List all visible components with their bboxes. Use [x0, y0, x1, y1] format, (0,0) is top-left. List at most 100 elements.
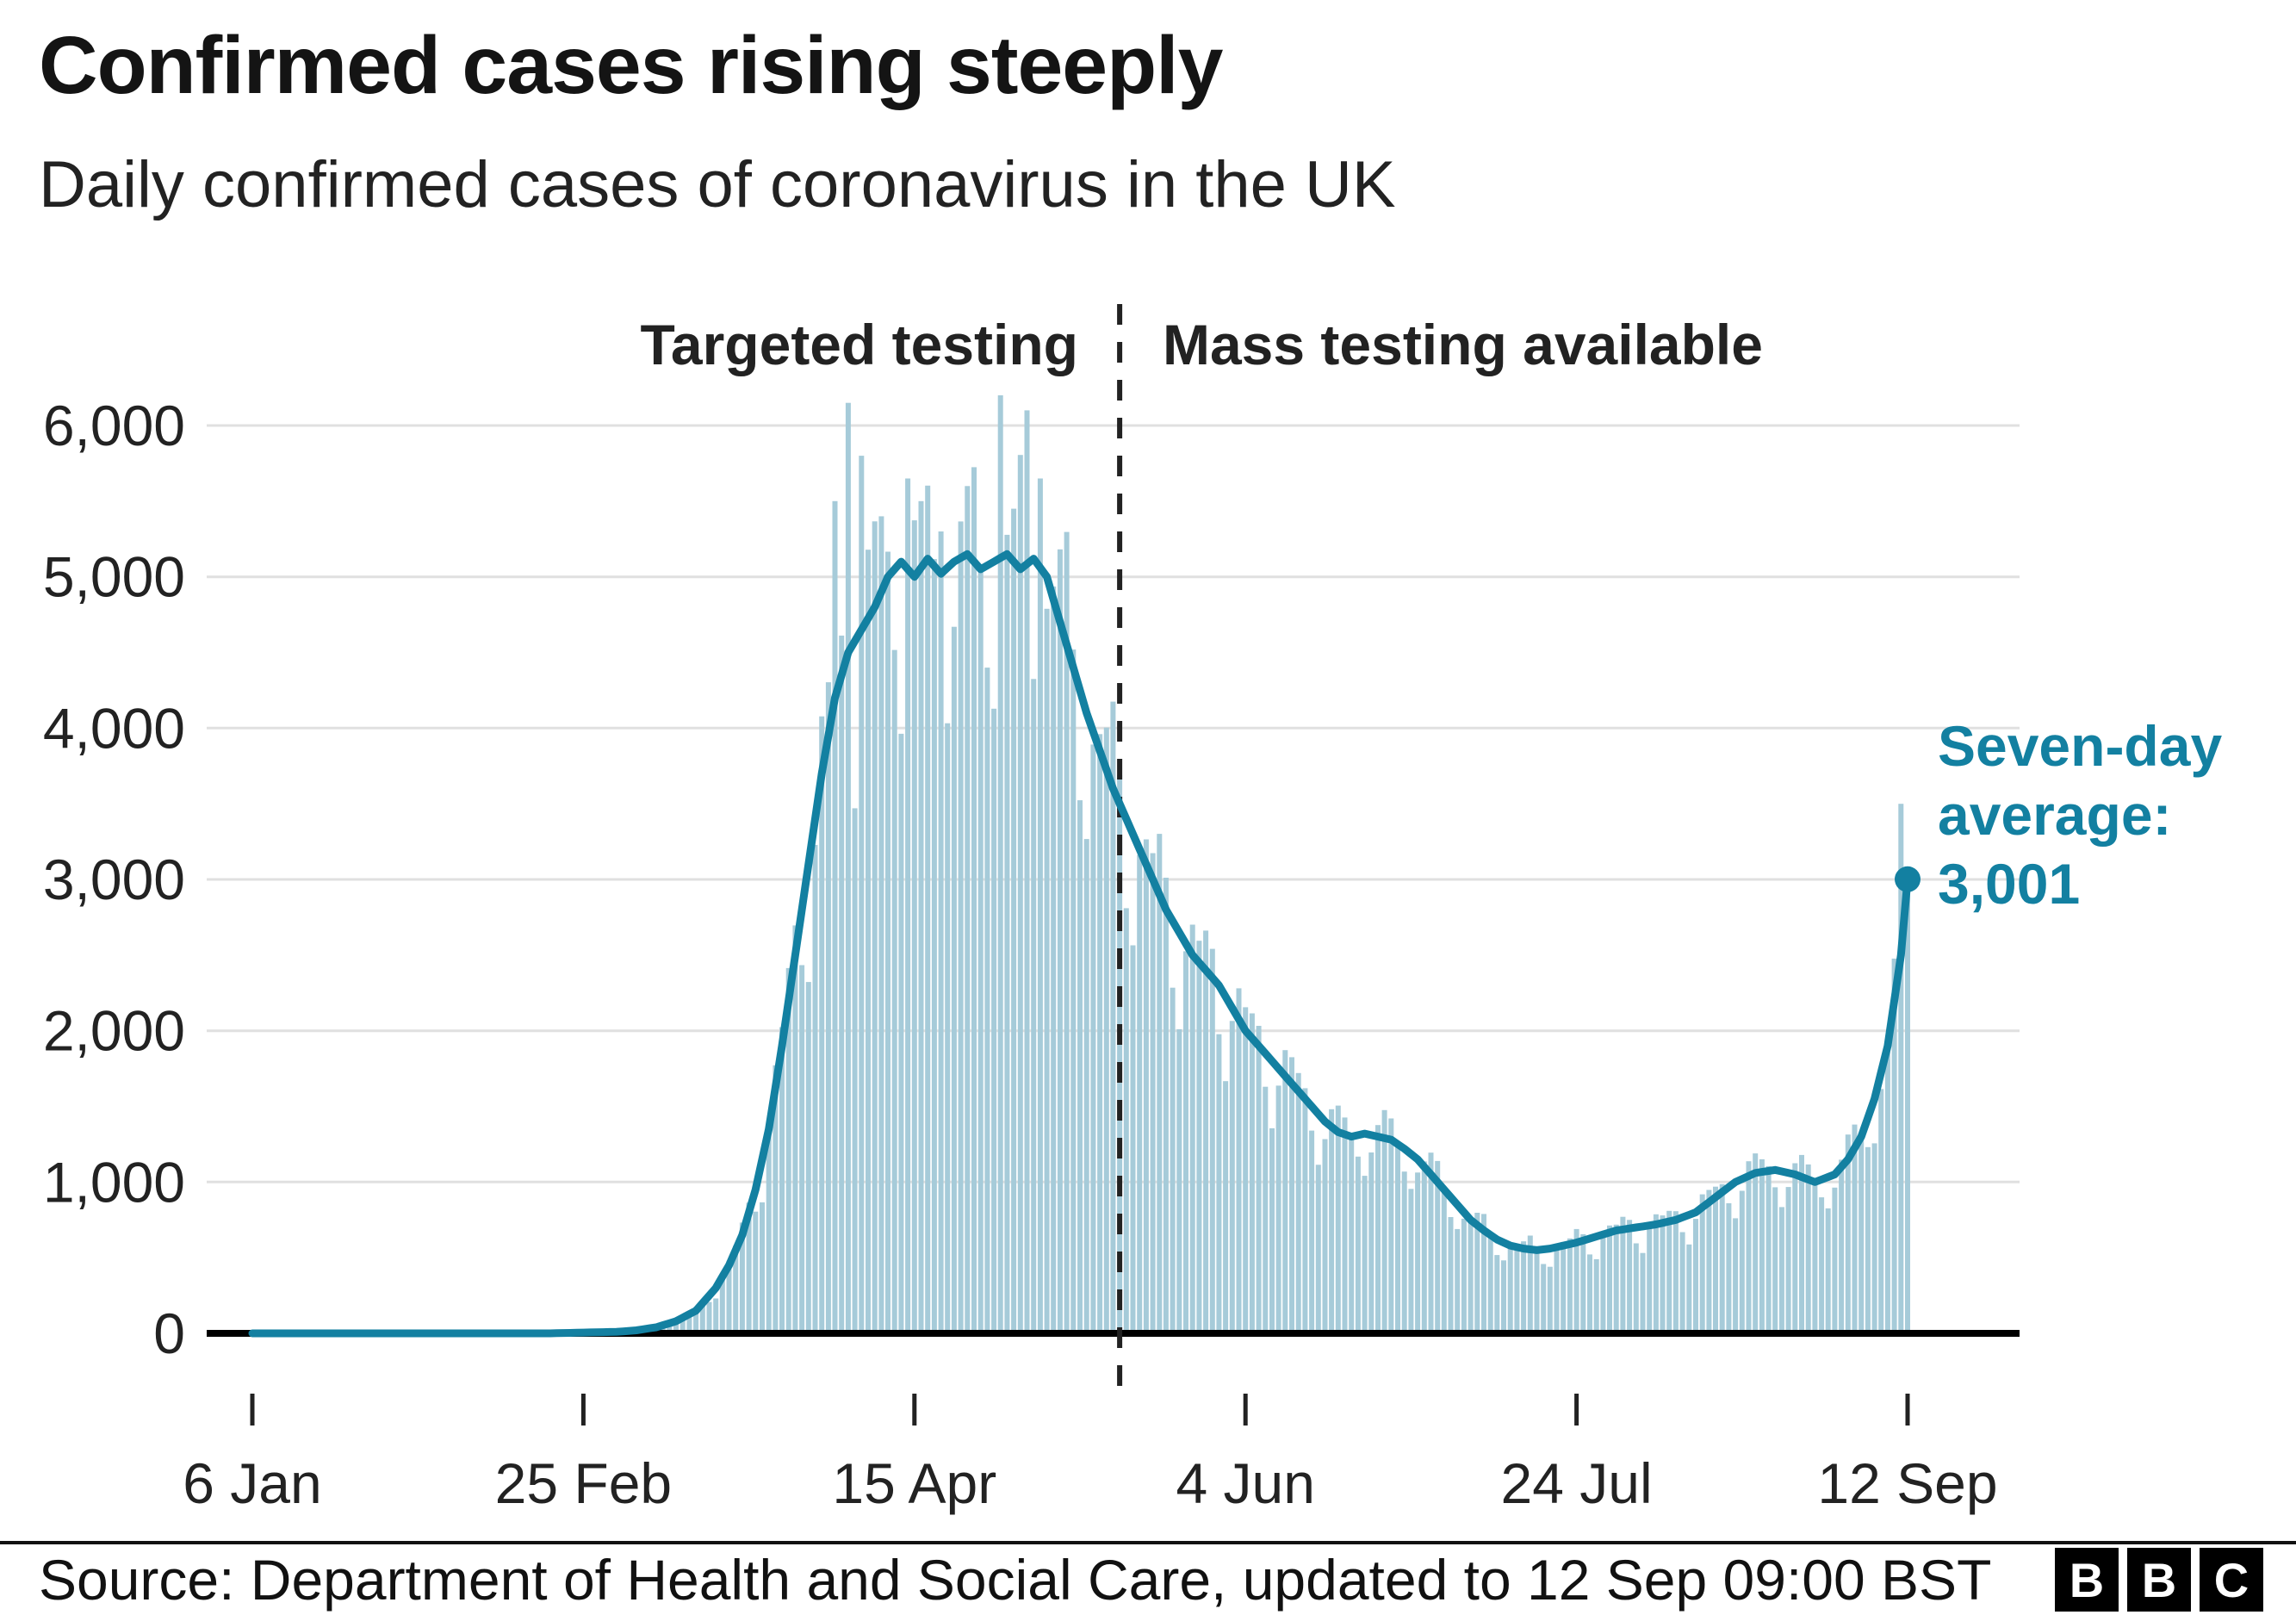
daily-cases-bar	[1143, 839, 1149, 1333]
daily-cases-bar	[938, 531, 944, 1333]
daily-cases-bar	[799, 965, 805, 1333]
chart-subtitle: Daily confirmed cases of coronavirus in …	[39, 148, 1396, 221]
daily-cases-bar	[1878, 1089, 1884, 1333]
daily-cases-bar	[1302, 1088, 1308, 1333]
daily-cases-bar	[1845, 1134, 1851, 1333]
daily-cases-bar	[1501, 1260, 1506, 1333]
daily-cases-bar	[1865, 1146, 1871, 1333]
daily-cases-bar	[931, 559, 937, 1333]
avg-label-line-1: Seven-day	[1938, 714, 2223, 778]
daily-cases-bar	[1110, 701, 1116, 1333]
daily-cases-bar	[1243, 1007, 1249, 1333]
daily-cases-bar	[1435, 1160, 1441, 1333]
daily-cases-bar	[1647, 1228, 1653, 1333]
bbc-logo-letter: B	[2127, 1548, 2191, 1612]
daily-cases-bar	[1640, 1252, 1646, 1333]
daily-cases-bar	[1825, 1208, 1831, 1333]
daily-cases-bar	[1044, 608, 1050, 1333]
daily-cases-bar	[1157, 834, 1163, 1333]
daily-cases-bar	[1183, 951, 1188, 1333]
daily-cases-bar	[1448, 1217, 1454, 1333]
daily-cases-bar	[1209, 948, 1215, 1333]
daily-cases-bar	[825, 682, 831, 1333]
daily-cases-bar	[1103, 727, 1109, 1333]
y-axis-label-2000: 2,000	[43, 999, 185, 1063]
daily-cases-bar	[1871, 1143, 1877, 1333]
daily-cases-bar	[1713, 1186, 1718, 1333]
seven-day-average-line	[248, 550, 1912, 1338]
daily-cases-bar	[1329, 1109, 1335, 1333]
bbc-logo-letter: B	[2055, 1548, 2119, 1612]
daily-cases-bar	[905, 478, 911, 1333]
daily-cases-bar	[1309, 1130, 1315, 1333]
daily-cases-bar	[958, 521, 964, 1333]
daily-cases-bar	[1765, 1165, 1772, 1333]
daily-cases-bar	[1859, 1137, 1865, 1333]
daily-cases-bar	[945, 723, 951, 1333]
daily-cases-bar	[984, 668, 990, 1333]
daily-cases-bar	[1117, 774, 1123, 1333]
daily-cases-bar	[1388, 1118, 1394, 1333]
daily-cases-bar	[1395, 1144, 1400, 1333]
daily-cases-bar	[1170, 987, 1176, 1333]
daily-cases-bar	[1799, 1154, 1804, 1333]
daily-cases-bar	[1064, 531, 1070, 1333]
daily-cases-bar	[1600, 1235, 1606, 1333]
x-axis: 6 Jan 25 Feb 15 Apr 4 Jun 24 Jul 12 Sep	[183, 1394, 1998, 1515]
daily-cases-bar	[1772, 1187, 1778, 1333]
daily-cases-bar	[1541, 1264, 1547, 1333]
daily-cases-bar	[1150, 853, 1156, 1333]
daily-cases-bar	[1368, 1152, 1374, 1333]
daily-cases-bar	[726, 1260, 732, 1333]
daily-cases-bar	[1805, 1164, 1811, 1333]
daily-cases-bar	[839, 635, 845, 1333]
daily-cases-bar	[1792, 1163, 1798, 1333]
daily-cases-bar	[1620, 1216, 1626, 1333]
daily-cases-bar	[1891, 958, 1897, 1333]
daily-cases-bar	[925, 485, 931, 1333]
daily-cases-bar	[832, 500, 838, 1333]
y-axis-label-4000: 4,000	[43, 696, 185, 760]
daily-cases-bar	[1666, 1210, 1672, 1333]
daily-cases-bar	[693, 1307, 699, 1333]
daily-cases-bar	[1051, 586, 1057, 1333]
x-axis-label-5: 12 Sep	[1817, 1451, 1997, 1515]
daily-cases-bar	[1421, 1161, 1427, 1333]
daily-cases-bar	[706, 1301, 712, 1333]
daily-cases-bar	[885, 551, 890, 1333]
daily-cases-bar	[1627, 1220, 1633, 1333]
daily-cases-bar	[1547, 1266, 1553, 1333]
x-axis-label-1: 25 Feb	[495, 1451, 672, 1515]
daily-cases-bar	[1349, 1133, 1355, 1333]
daily-cases-bar	[1269, 1127, 1275, 1333]
daily-cases-bar	[977, 570, 984, 1333]
daily-cases-bar	[1196, 941, 1202, 1333]
source-text: Source: Department of Health and Social …	[39, 1548, 1992, 1612]
daily-cases-bar	[785, 967, 791, 1333]
avg-label-line-2: average:	[1938, 783, 2172, 847]
daily-cases-bar	[792, 925, 798, 1333]
daily-cases-bar	[1070, 649, 1077, 1333]
daily-cases-bar	[1342, 1117, 1348, 1333]
daily-cases-bar	[1176, 1028, 1182, 1333]
daily-cases-bar	[1017, 455, 1023, 1333]
daily-cases-bar	[1587, 1254, 1592, 1333]
bbc-logo: B B C	[2055, 1548, 2263, 1612]
daily-cases-bar	[746, 1202, 752, 1333]
daily-cases-bar	[1753, 1153, 1759, 1333]
daily-cases-bar	[1408, 1189, 1414, 1333]
daily-cases-bar	[1097, 734, 1103, 1333]
daily-cases-bar	[1573, 1228, 1579, 1333]
y-axis-label-5000: 5,000	[43, 545, 185, 609]
x-axis-label-4: 24 Jul	[1501, 1451, 1653, 1515]
daily-cases-bar	[1679, 1232, 1685, 1333]
daily-cases-bar	[1534, 1246, 1540, 1333]
daily-cases-bar	[1726, 1202, 1732, 1333]
daily-cases-bar	[1746, 1161, 1752, 1333]
y-axis-label-1000: 1,000	[43, 1150, 185, 1214]
y-axis-label-6000: 6,000	[43, 394, 185, 457]
daily-cases-bar	[819, 716, 825, 1333]
daily-cases-bar	[1256, 1026, 1262, 1333]
daily-cases-bar	[1083, 839, 1089, 1333]
daily-cases-bar	[911, 520, 917, 1333]
